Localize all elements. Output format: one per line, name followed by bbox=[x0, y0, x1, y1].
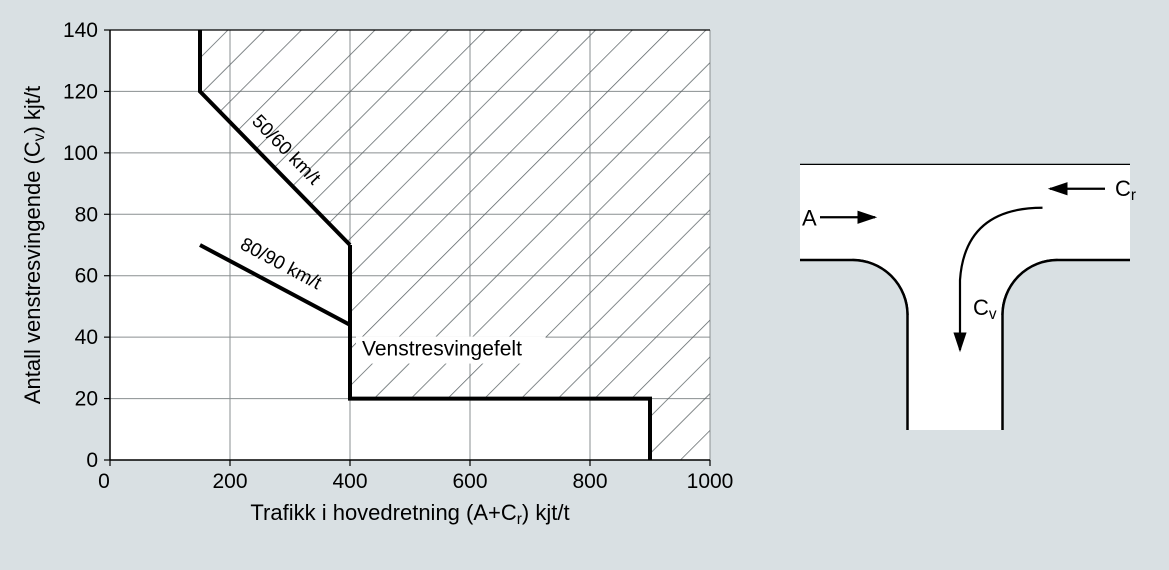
figure: 0 200 400 600 800 1000 0 20 40 60 80 100 120 140 Trafi… bbox=[0, 0, 1169, 570]
region-label: Venstresvingefelt bbox=[362, 338, 522, 361]
label-a: A bbox=[802, 205, 817, 230]
y-tick-label: 20 bbox=[75, 388, 98, 411]
x-tick-label: 400 bbox=[332, 470, 367, 493]
x-axis-label: Trafikk i hovedretning (A+Cr) kjt/t bbox=[250, 500, 569, 528]
x-tick-label: 600 bbox=[452, 470, 487, 493]
x-tick-label: 200 bbox=[212, 470, 247, 493]
y-tick-label: 0 bbox=[86, 449, 98, 472]
x-tick-label: 1000 bbox=[687, 470, 734, 493]
y-tick-label: 120 bbox=[63, 80, 98, 103]
y-tick-label: 60 bbox=[75, 265, 98, 288]
x-tick-label: 800 bbox=[572, 470, 607, 493]
y-tick-label: 40 bbox=[75, 326, 98, 349]
chart: 0 200 400 600 800 1000 0 20 40 60 80 100 120 140 Trafi… bbox=[20, 19, 733, 528]
y-tick-label: 80 bbox=[75, 203, 98, 226]
x-tick-label: 0 bbox=[98, 470, 110, 493]
y-axis-label: Antall venstresvingende (Cv) kjt/t bbox=[20, 86, 48, 404]
y-tick-label: 140 bbox=[63, 19, 98, 42]
y-tick-label: 100 bbox=[63, 142, 98, 165]
